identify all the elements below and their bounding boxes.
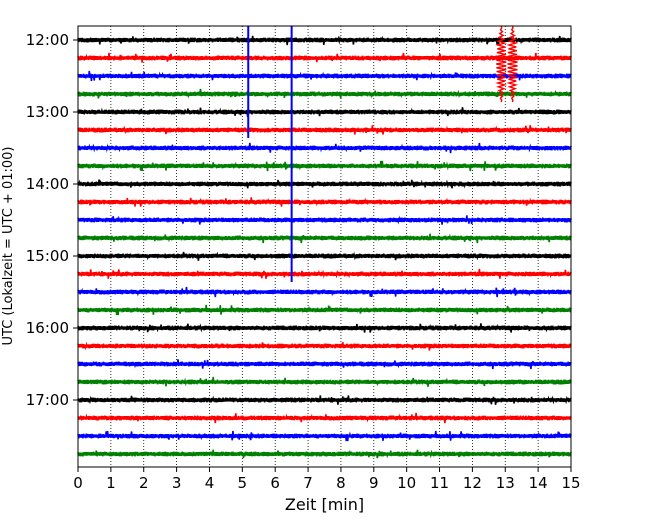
x-tick-label: 8 [336,474,346,492]
plot-frame [77,25,572,468]
x-axis-ticks: 0 1 2 3 4 5 6 7 8 9 10 11 12 13 14 15 [73,467,581,492]
y-tick-label: 17:00 [26,391,69,409]
x-tick-label: 7 [303,474,313,492]
trace-1700 [77,395,572,405]
x-tick-label: 15 [561,474,580,492]
y-tick-label: 12:00 [26,31,69,49]
x-tick-label: 9 [369,474,379,492]
y-axis-label: UTC (Lokalzeit = UTC + 01:00) [1,147,16,346]
x-tick-label: 14 [529,474,548,492]
events-layer [247,25,519,282]
y-tick-label: 13:00 [26,103,69,121]
x-tick-label: 10 [397,474,416,492]
trace-1515 [77,268,572,279]
x-tick-label: 3 [172,474,182,492]
trace-1545 [77,304,572,316]
x-tick-label: 12 [463,474,482,492]
x-tick-label: 13 [496,474,515,492]
trace-1445 [77,233,572,244]
trace-1245 [77,88,572,99]
trace-1330 [77,142,572,154]
trace-1215 [77,52,572,63]
x-tick-label: 11 [430,474,449,492]
trace-1600 [77,323,572,333]
trace-1645 [77,376,572,387]
x-tick-label: 4 [205,474,215,492]
event-red-burst-1 [495,25,508,103]
trace-1315 [77,125,572,135]
trace-1530 [77,286,572,298]
trace-1230 [77,70,572,82]
trace-1630 [77,359,572,370]
trace-1500 [77,251,572,261]
y-tick-label: 14:00 [26,175,69,193]
trace-1430 [77,215,572,225]
y-tick-label: 16:00 [26,319,69,337]
trace-1730 [77,430,572,442]
trace-1715 [77,412,572,424]
trace-1400 [77,179,572,189]
x-tick-label: 1 [106,474,116,492]
y-axis-ticks: 12:00 13:00 14:00 15:00 16:00 17:00 [26,31,78,409]
x-tick-label: 0 [73,474,83,492]
x-axis-label: Zeit [min] [285,495,364,514]
x-tick-label: 5 [238,474,248,492]
trace-1615 [77,341,572,351]
trace-1745 [77,449,572,459]
trace-1200 [77,35,572,46]
trace-1300 [77,107,572,118]
event-red-burst-2 [506,25,519,103]
x-tick-label: 2 [139,474,149,492]
trace-1415 [77,197,572,207]
y-tick-label: 15:00 [26,247,69,265]
traces-layer [77,35,572,459]
x-tick-label: 6 [270,474,280,492]
trace-1345 [77,160,572,172]
